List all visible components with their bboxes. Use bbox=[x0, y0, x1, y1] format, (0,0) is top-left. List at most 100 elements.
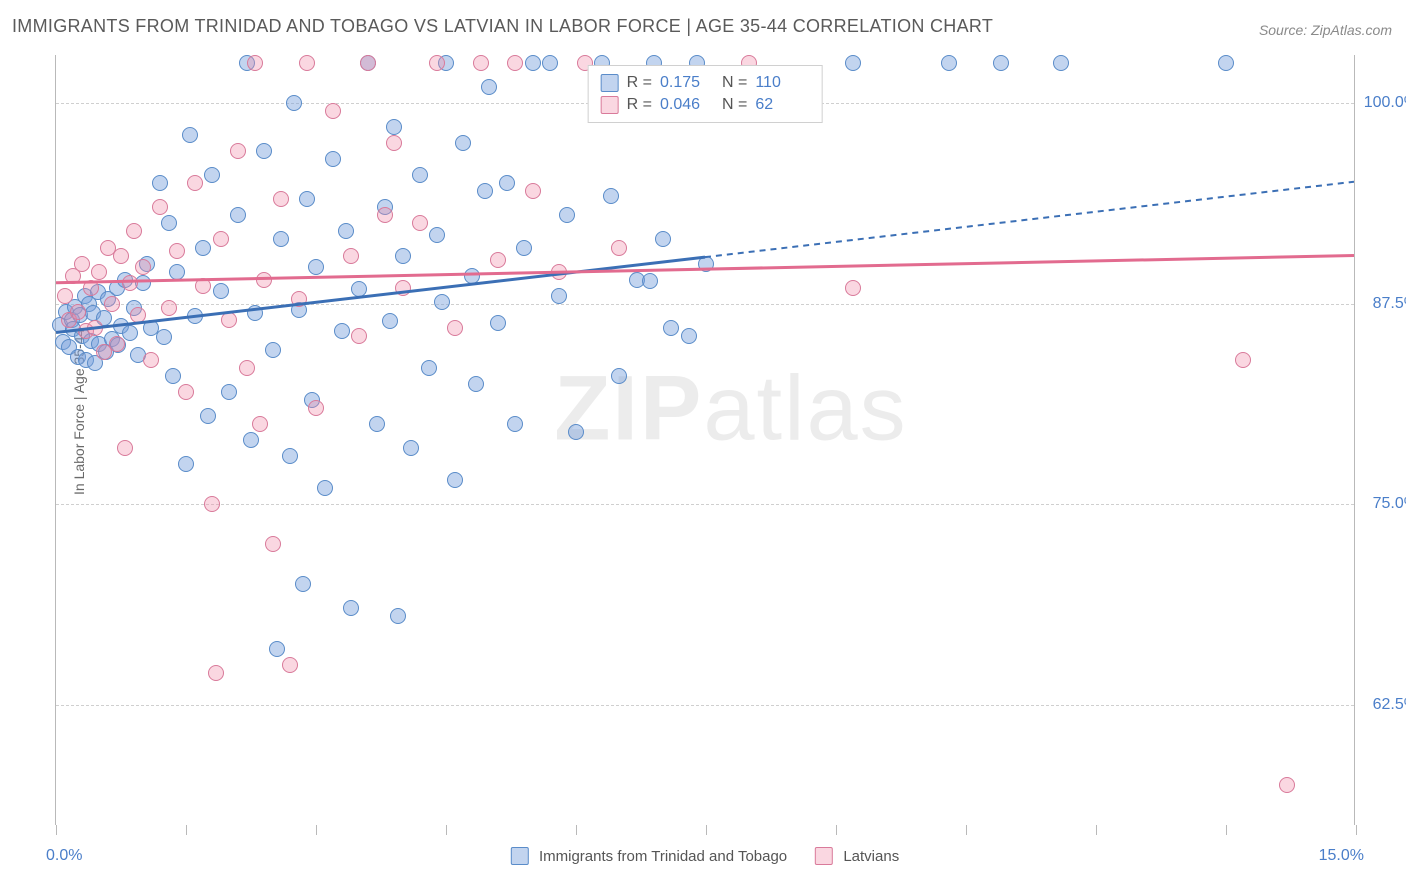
data-point-trinidad bbox=[178, 456, 194, 472]
x-tick bbox=[1226, 825, 1227, 835]
x-tick bbox=[706, 825, 707, 835]
legend-item-latvian: Latvians bbox=[815, 847, 899, 865]
data-point-trinidad bbox=[499, 175, 515, 191]
data-point-latvian bbox=[507, 55, 523, 71]
data-point-trinidad bbox=[941, 55, 957, 71]
data-point-latvian bbox=[412, 215, 428, 231]
data-point-latvian bbox=[109, 336, 125, 352]
data-point-latvian bbox=[265, 536, 281, 552]
data-point-trinidad bbox=[247, 305, 263, 321]
data-point-latvian bbox=[221, 312, 237, 328]
data-point-trinidad bbox=[343, 600, 359, 616]
y-tick-label: 100.0% bbox=[1358, 94, 1406, 112]
data-point-latvian bbox=[135, 259, 151, 275]
data-point-trinidad bbox=[1053, 55, 1069, 71]
watermark: ZIPatlas bbox=[554, 357, 907, 462]
data-point-trinidad bbox=[156, 329, 172, 345]
y-tick-label: 87.5% bbox=[1358, 295, 1406, 313]
data-point-latvian bbox=[208, 665, 224, 681]
legend-label: Latvians bbox=[843, 848, 899, 865]
data-point-trinidad bbox=[845, 55, 861, 71]
data-point-latvian bbox=[74, 256, 90, 272]
data-point-trinidad bbox=[282, 448, 298, 464]
swatch-latvian-icon bbox=[601, 96, 619, 114]
x-tick bbox=[836, 825, 837, 835]
data-point-trinidad bbox=[243, 432, 259, 448]
data-point-trinidad bbox=[421, 360, 437, 376]
x-tick bbox=[576, 825, 577, 835]
data-point-latvian bbox=[1235, 352, 1251, 368]
data-point-latvian bbox=[282, 657, 298, 673]
data-point-latvian bbox=[143, 352, 159, 368]
x-tick bbox=[316, 825, 317, 835]
data-point-latvian bbox=[291, 291, 307, 307]
data-point-trinidad bbox=[169, 264, 185, 280]
data-point-trinidad bbox=[681, 328, 697, 344]
data-point-trinidad bbox=[655, 231, 671, 247]
data-point-trinidad bbox=[295, 576, 311, 592]
data-point-trinidad bbox=[1218, 55, 1234, 71]
data-point-trinidad bbox=[516, 240, 532, 256]
data-point-trinidad bbox=[382, 313, 398, 329]
y-tick-label: 62.5% bbox=[1358, 696, 1406, 714]
data-point-latvian bbox=[169, 243, 185, 259]
data-point-latvian bbox=[161, 300, 177, 316]
data-point-trinidad bbox=[525, 55, 541, 71]
data-point-latvian bbox=[104, 296, 120, 312]
data-point-trinidad bbox=[325, 151, 341, 167]
data-point-latvian bbox=[525, 183, 541, 199]
data-point-latvian bbox=[230, 143, 246, 159]
data-point-trinidad bbox=[351, 281, 367, 297]
data-point-latvian bbox=[187, 175, 203, 191]
data-point-trinidad bbox=[200, 408, 216, 424]
data-point-trinidad bbox=[490, 315, 506, 331]
r-label: R = bbox=[627, 96, 652, 114]
data-point-trinidad bbox=[403, 440, 419, 456]
data-point-trinidad bbox=[611, 368, 627, 384]
data-point-trinidad bbox=[369, 416, 385, 432]
gridline bbox=[56, 504, 1354, 505]
data-point-latvian bbox=[83, 280, 99, 296]
data-point-trinidad bbox=[468, 376, 484, 392]
data-point-trinidad bbox=[122, 325, 138, 341]
data-point-trinidad bbox=[213, 283, 229, 299]
data-point-trinidad bbox=[429, 227, 445, 243]
data-point-latvian bbox=[325, 103, 341, 119]
data-point-trinidad bbox=[221, 384, 237, 400]
data-point-trinidad bbox=[204, 167, 220, 183]
data-point-latvian bbox=[87, 320, 103, 336]
series-legend: Immigrants from Trinidad and Tobago Latv… bbox=[511, 847, 899, 865]
data-point-trinidad bbox=[161, 215, 177, 231]
data-point-latvian bbox=[122, 275, 138, 291]
data-point-trinidad bbox=[559, 207, 575, 223]
data-point-latvian bbox=[247, 55, 263, 71]
n-label: N = bbox=[722, 96, 747, 114]
x-tick bbox=[966, 825, 967, 835]
data-point-trinidad bbox=[338, 223, 354, 239]
data-point-latvian bbox=[611, 240, 627, 256]
x-tick bbox=[56, 825, 57, 835]
data-point-trinidad bbox=[542, 55, 558, 71]
data-point-trinidad bbox=[182, 127, 198, 143]
r-label: R = bbox=[627, 74, 652, 92]
gridline bbox=[56, 304, 1354, 305]
x-tick bbox=[1096, 825, 1097, 835]
data-point-trinidad bbox=[477, 183, 493, 199]
data-point-latvian bbox=[473, 55, 489, 71]
data-point-latvian bbox=[360, 55, 376, 71]
data-point-latvian bbox=[273, 191, 289, 207]
chart-title: IMMIGRANTS FROM TRINIDAD AND TOBAGO VS L… bbox=[12, 16, 993, 37]
data-point-latvian bbox=[299, 55, 315, 71]
swatch-latvian-icon bbox=[815, 847, 833, 865]
legend-row-trinidad: R = 0.175 N = 110 bbox=[601, 72, 810, 94]
data-point-trinidad bbox=[434, 294, 450, 310]
n-value: 62 bbox=[755, 96, 809, 114]
data-point-latvian bbox=[252, 416, 268, 432]
r-value: 0.046 bbox=[660, 96, 714, 114]
data-point-latvian bbox=[377, 207, 393, 223]
swatch-trinidad-icon bbox=[511, 847, 529, 865]
legend-item-trinidad: Immigrants from Trinidad and Tobago bbox=[511, 847, 787, 865]
n-value: 110 bbox=[755, 74, 809, 92]
data-point-trinidad bbox=[568, 424, 584, 440]
correlation-legend: R = 0.175 N = 110 R = 0.046 N = 62 bbox=[588, 65, 823, 123]
